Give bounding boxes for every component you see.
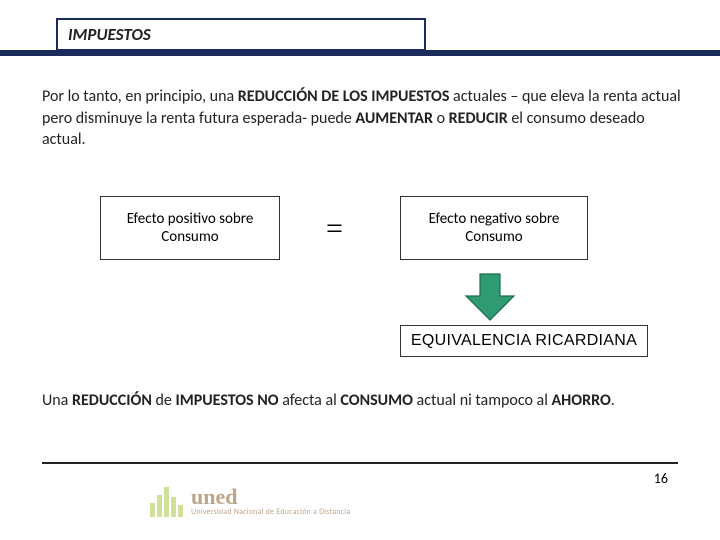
- p2-bold-ahorro: AHORRO: [551, 391, 610, 410]
- p2-text-i: .: [611, 391, 615, 410]
- p1-bold-aumentar: AUMENTAR: [355, 109, 433, 128]
- title-box: IMPUESTOS: [56, 18, 426, 51]
- effect-negative-label: Efecto negativo sobre Consumo: [407, 210, 581, 246]
- effect-positive-label: Efecto positivo sobre Consumo: [107, 210, 273, 246]
- p2-bold-impuestos-no: IMPUESTOS NO: [175, 391, 278, 410]
- equivalencia-label: EQUIVALENCIA RICARDIANA: [411, 332, 637, 349]
- page-title: IMPUESTOS: [68, 24, 151, 45]
- p2-text-c: de: [152, 391, 176, 410]
- uned-logo: uned Universidad Nacional de Educación a…: [150, 478, 440, 524]
- p2-bold-reduccion: REDUCCIÓN: [72, 391, 152, 410]
- p2-text-a: Una: [42, 391, 72, 410]
- footer-rule: [42, 462, 678, 464]
- p2-bold-consumo: CONSUMO: [340, 391, 413, 410]
- header-rule: [0, 50, 720, 56]
- intro-paragraph: Por lo tanto, en principio, una REDUCCIÓ…: [42, 86, 682, 151]
- p1-bold-reducir: REDUCIR: [449, 109, 508, 128]
- conclusion-paragraph: Una REDUCCIÓN de IMPUESTOS NO afecta al …: [42, 390, 682, 412]
- logo-text: uned Universidad Nacional de Educación a…: [191, 486, 350, 516]
- down-arrow-icon: [462, 272, 518, 322]
- p1-bold-reduccion: REDUCCIÓN DE LOS IMPUESTOS: [238, 87, 450, 106]
- page-number: 16: [654, 470, 668, 487]
- effect-negative-box: Efecto negativo sobre Consumo: [400, 196, 588, 260]
- equals-sign: =: [326, 212, 343, 246]
- p2-text-e: afecta al: [279, 391, 341, 410]
- arrow-shape: [466, 274, 514, 320]
- p1-text-a: Por lo tanto, en principio, una: [42, 87, 238, 106]
- equivalencia-box: EQUIVALENCIA RICARDIANA: [400, 325, 648, 357]
- logo-sub-text: Universidad Nacional de Educación a Dist…: [191, 508, 350, 516]
- effect-positive-box: Efecto positivo sobre Consumo: [100, 196, 280, 260]
- logo-bars-icon: [150, 485, 183, 517]
- logo-main-text: uned: [191, 486, 350, 508]
- p1-text-e: o: [433, 109, 449, 128]
- p2-text-g: actual ni tampoco al: [413, 391, 552, 410]
